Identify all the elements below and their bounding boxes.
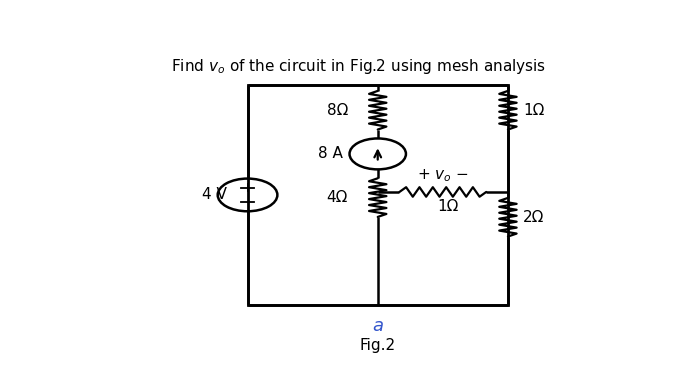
Text: 1Ω: 1Ω <box>438 199 459 214</box>
Text: 4 V: 4 V <box>202 188 227 202</box>
Bar <box>248 85 508 305</box>
Text: 4Ω: 4Ω <box>326 190 348 205</box>
Text: 8 A: 8 A <box>318 146 342 161</box>
Text: Fig.2: Fig.2 <box>360 338 395 352</box>
Text: + $v_o$ −: + $v_o$ − <box>417 167 469 184</box>
Text: Find $v_o$ of the circuit in Fig.2 using mesh analysis: Find $v_o$ of the circuit in Fig.2 using… <box>172 57 546 76</box>
Text: a: a <box>372 317 383 335</box>
Text: 8Ω: 8Ω <box>326 103 348 118</box>
Text: 2Ω: 2Ω <box>523 210 545 225</box>
Text: 1Ω: 1Ω <box>523 103 545 118</box>
